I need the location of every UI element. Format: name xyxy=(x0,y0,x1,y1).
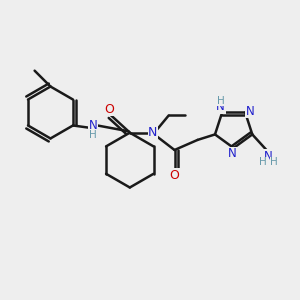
Text: N: N xyxy=(246,105,255,118)
Text: O: O xyxy=(105,103,115,116)
Text: N: N xyxy=(264,150,272,163)
Text: N: N xyxy=(228,147,237,160)
Text: H: H xyxy=(270,158,278,167)
Text: H: H xyxy=(217,96,225,106)
Text: H: H xyxy=(89,130,97,140)
Text: N: N xyxy=(216,100,225,113)
Text: N: N xyxy=(89,119,98,132)
Text: H: H xyxy=(259,158,266,167)
Text: O: O xyxy=(169,169,179,182)
Text: N: N xyxy=(148,126,158,139)
